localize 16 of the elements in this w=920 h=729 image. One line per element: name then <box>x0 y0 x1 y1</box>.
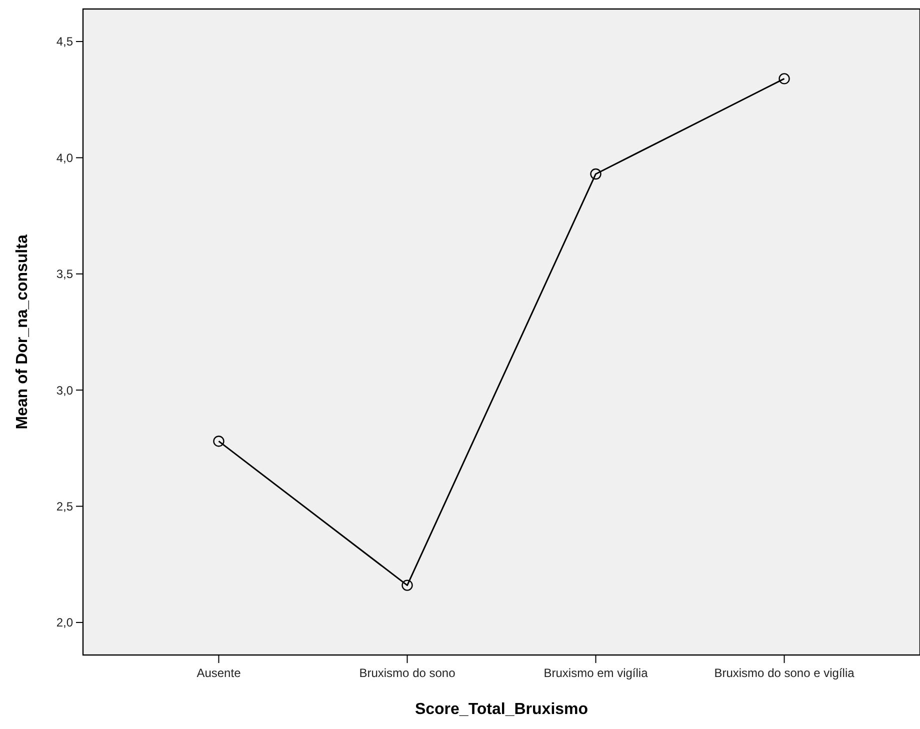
point <box>590 168 602 180</box>
y-tick-label: 2,0 <box>56 616 74 630</box>
x-tick-label: Bruxismo do sono <box>359 666 456 680</box>
y-axis-title: Mean of Dor_na_consulta <box>14 234 31 430</box>
y-tick-label: 3,0 <box>56 383 74 398</box>
x-tick-label: Bruxismo do sono e vigília <box>714 666 855 680</box>
y-tick-label: 4,0 <box>56 150 74 165</box>
y-tick-label: 2,5 <box>56 499 74 514</box>
point <box>778 73 790 84</box>
y-tick-label: 3,5 <box>56 267 74 282</box>
x-axis-title: Score_Total_Bruxismo <box>414 701 588 718</box>
y-tick-label: 4,5 <box>56 34 74 49</box>
point <box>213 436 224 447</box>
x-tick-label: Ausente <box>196 666 242 680</box>
x-tick-label: Bruxismo em vigília <box>544 666 648 680</box>
point <box>402 580 413 591</box>
